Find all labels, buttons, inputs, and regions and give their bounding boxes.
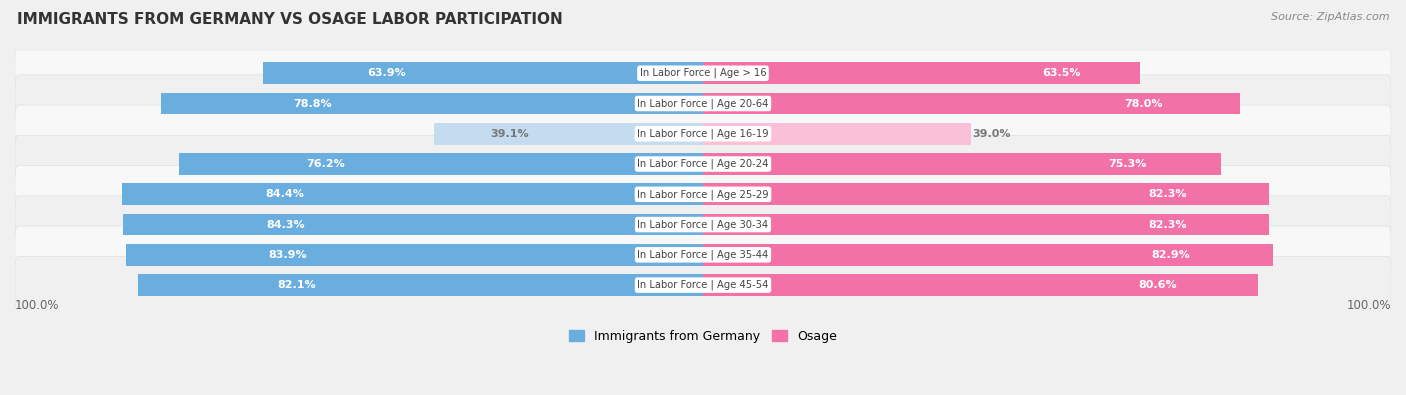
FancyBboxPatch shape — [15, 226, 1391, 284]
Bar — [703, 214, 1270, 235]
FancyBboxPatch shape — [15, 135, 1391, 193]
Text: 39.0%: 39.0% — [973, 129, 1011, 139]
Text: 80.6%: 80.6% — [1139, 280, 1177, 290]
Text: 100.0%: 100.0% — [15, 299, 59, 312]
Bar — [138, 274, 703, 296]
Text: In Labor Force | Age 25-29: In Labor Force | Age 25-29 — [637, 189, 769, 199]
Bar — [179, 153, 703, 175]
Text: 63.9%: 63.9% — [367, 68, 406, 78]
Text: In Labor Force | Age 45-54: In Labor Force | Age 45-54 — [637, 280, 769, 290]
Text: 83.9%: 83.9% — [269, 250, 307, 260]
FancyBboxPatch shape — [15, 45, 1391, 102]
Legend: Immigrants from Germany, Osage: Immigrants from Germany, Osage — [564, 325, 842, 348]
FancyBboxPatch shape — [15, 75, 1391, 132]
Text: 82.1%: 82.1% — [277, 280, 315, 290]
Bar — [703, 183, 1270, 205]
Bar — [160, 92, 703, 115]
Text: 78.8%: 78.8% — [294, 98, 332, 109]
Bar — [125, 244, 703, 266]
Text: 82.9%: 82.9% — [1152, 250, 1189, 260]
Text: In Labor Force | Age 20-64: In Labor Force | Age 20-64 — [637, 98, 769, 109]
Text: 84.3%: 84.3% — [266, 220, 305, 229]
Text: IMMIGRANTS FROM GERMANY VS OSAGE LABOR PARTICIPATION: IMMIGRANTS FROM GERMANY VS OSAGE LABOR P… — [17, 12, 562, 27]
Text: In Labor Force | Age 16-19: In Labor Force | Age 16-19 — [637, 128, 769, 139]
Bar — [263, 62, 703, 84]
Bar — [703, 62, 1140, 84]
FancyBboxPatch shape — [15, 196, 1391, 253]
Bar — [703, 274, 1257, 296]
Text: 82.3%: 82.3% — [1149, 189, 1187, 199]
Text: Source: ZipAtlas.com: Source: ZipAtlas.com — [1271, 12, 1389, 22]
Text: 100.0%: 100.0% — [1347, 299, 1391, 312]
Text: 75.3%: 75.3% — [1108, 159, 1147, 169]
Text: In Labor Force | Age 30-34: In Labor Force | Age 30-34 — [637, 219, 769, 230]
Bar — [703, 244, 1274, 266]
Bar — [122, 214, 703, 235]
Text: 78.0%: 78.0% — [1123, 98, 1163, 109]
Bar — [703, 123, 972, 145]
Bar — [703, 153, 1220, 175]
Text: 39.1%: 39.1% — [491, 129, 529, 139]
FancyBboxPatch shape — [15, 256, 1391, 314]
FancyBboxPatch shape — [15, 105, 1391, 162]
Bar — [434, 123, 703, 145]
Text: 63.5%: 63.5% — [1042, 68, 1080, 78]
Bar — [122, 183, 703, 205]
Text: 76.2%: 76.2% — [307, 159, 344, 169]
FancyBboxPatch shape — [15, 166, 1391, 223]
Text: 82.3%: 82.3% — [1149, 220, 1187, 229]
Bar — [703, 92, 1240, 115]
Text: In Labor Force | Age > 16: In Labor Force | Age > 16 — [640, 68, 766, 79]
Text: In Labor Force | Age 20-24: In Labor Force | Age 20-24 — [637, 159, 769, 169]
Text: 84.4%: 84.4% — [266, 189, 304, 199]
Text: In Labor Force | Age 35-44: In Labor Force | Age 35-44 — [637, 250, 769, 260]
